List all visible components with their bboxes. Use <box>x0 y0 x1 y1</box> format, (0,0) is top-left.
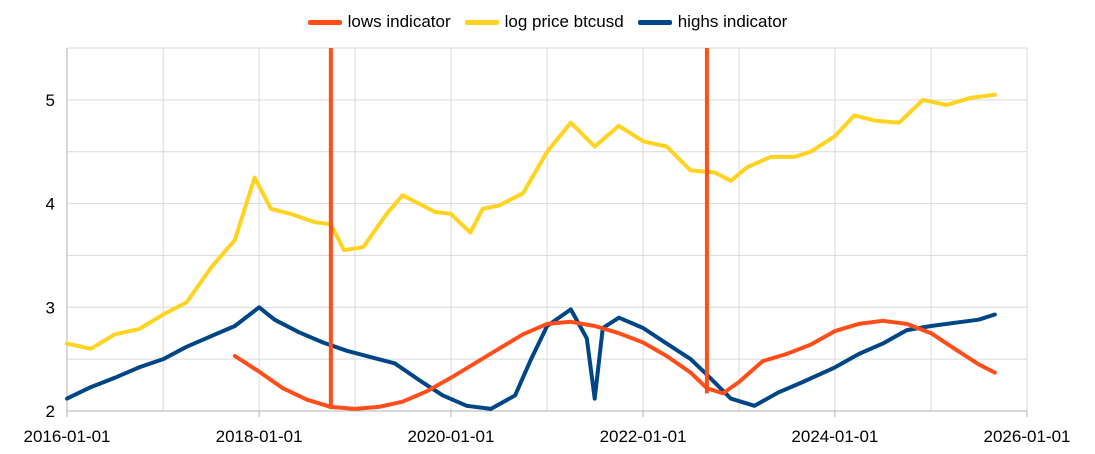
x-tick-label: 2020-01-01 <box>407 427 494 446</box>
legend-swatch-lows <box>307 19 342 25</box>
series-line-log-price-btcusd <box>65 92 997 351</box>
x-tick-label: 2024-01-01 <box>791 427 878 446</box>
series-line-highs-indicator <box>65 305 997 411</box>
y-tick-label: 5 <box>46 91 55 110</box>
x-tick-label: 2026-01-01 <box>984 427 1071 446</box>
legend-item-highs: highs indicator <box>637 12 788 32</box>
y-tick-label: 4 <box>46 195 55 214</box>
legend-label-highs: highs indicator <box>677 12 788 31</box>
legend-item-lows: lows indicator <box>307 12 451 32</box>
y-tick-label: 3 <box>46 298 55 317</box>
x-tick-label: 2022-01-01 <box>600 427 687 446</box>
legend-swatch-log-price <box>464 19 499 25</box>
x-tick-label: 2016-01-01 <box>24 427 111 446</box>
series-line-lows-indicator <box>232 318 997 411</box>
y-tick-label: 2 <box>46 402 55 421</box>
legend-swatch-highs <box>637 19 672 25</box>
legend-label-lows: lows indicator <box>347 12 451 31</box>
legend-item-log-price: log price btcusd <box>464 12 624 32</box>
chart-legend: lows indicator log price btcusd highs in… <box>0 12 1095 32</box>
x-tick-label: 2018-01-01 <box>216 427 303 446</box>
legend-label-log-price: log price btcusd <box>504 12 624 31</box>
